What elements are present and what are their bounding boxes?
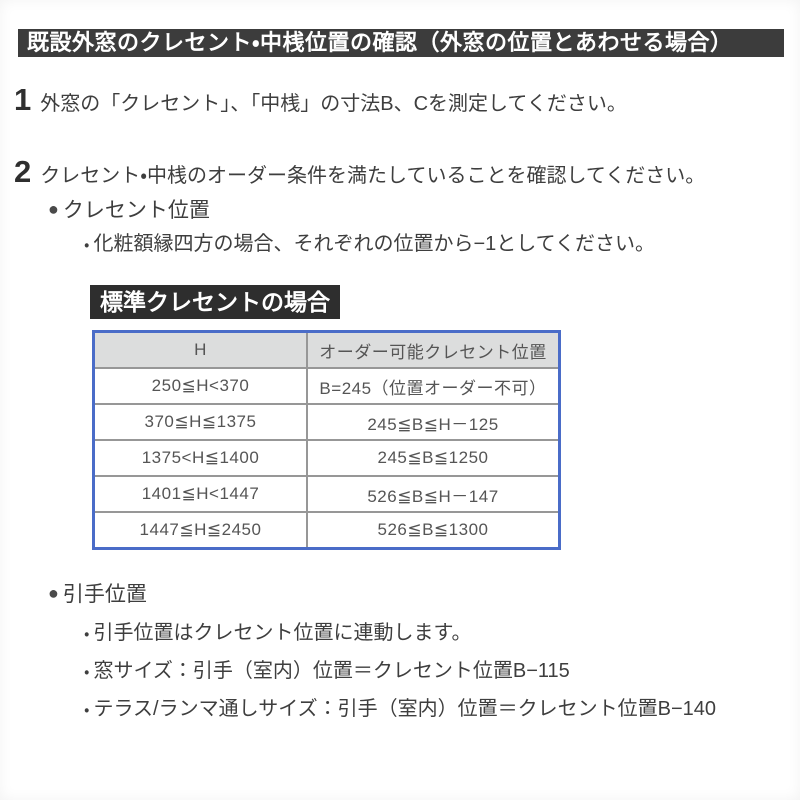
table-cell: 526≦B≦1300 (306, 511, 561, 550)
handle-note-1-text: 引手位置はクレセント位置に連動します。 (93, 622, 472, 644)
step-2-text: クレセント・中桟のオーダー条件を満たしていることを確認してください。 (40, 165, 706, 187)
step-2: 2 クレセント・中桟のオーダー条件を満たしていることを確認してください。 (14, 154, 705, 190)
standard-crescent-label: 標準クレセントの場合 (90, 285, 340, 319)
table-header-position: オーダー可能クレセント位置 (306, 330, 561, 369)
bullet-icon: ● (48, 198, 59, 219)
table-body: 250≦H<370 B=245（位置オーダー不可） 370≦H≦1375 245≦B≦… (92, 367, 561, 550)
table-row: 370≦H≦1375 245≦B≦H－125 (92, 403, 561, 441)
crescent-position-table: H オーダー可能クレセント位置 250≦H<370 B=245（位置オーダー不可）… (92, 330, 561, 550)
step-1-text: 外窓の「クレセント」、「中桟」の寸法B、Cを測定してください。 (40, 93, 627, 115)
dot-bullet-icon: ・ (84, 702, 90, 719)
dot-bullet-icon: ・ (84, 626, 90, 643)
table-cell: 1375<H≦1400 (92, 439, 308, 477)
crescent-position-note: ・化粧額縁四方の場合、それぞれの位置から−1としてください。 (84, 227, 655, 256)
table-cell: 526≦B≦H－147 (306, 475, 561, 513)
table-cell: 1401≦H<1447 (92, 475, 308, 513)
dot-bullet-icon: ・ (84, 664, 90, 681)
table-cell: B=245（位置オーダー不可） (306, 367, 561, 405)
step-2-number: 2 (14, 154, 32, 189)
crescent-position-heading: ● クレセント位置 (48, 194, 210, 224)
handle-note-2-text: 窓サイズ：引手（室内）位置＝クレセント位置B−115 (93, 660, 570, 682)
handle-note-2: ・窓サイズ：引手（室内）位置＝クレセント位置B−115 (84, 654, 570, 683)
table-row: 1401≦H<1447 526≦B≦H－147 (92, 475, 561, 513)
crescent-position-note-text: 化粧額縁四方の場合、それぞれの位置から−1としてください。 (93, 233, 656, 255)
table-row: 1375<H≦1400 245≦B≦1250 (92, 439, 561, 477)
handle-note-3: ・テラス/ランマ通しサイズ：引手（室内）位置＝クレセント位置B−140 (84, 692, 716, 721)
table-cell: 245≦B≦1250 (306, 439, 561, 477)
step-1: 1 外窓の「クレセント」、「中桟」の寸法B、Cを測定してください。 (14, 82, 627, 118)
handle-position-heading-label: 引手位置 (62, 583, 147, 606)
page-title: 既設外窓のクレセント・中桟位置の確認（外窓の位置とあわせる場合） (18, 29, 784, 57)
table-cell: 370≦H≦1375 (92, 403, 308, 441)
bullet-icon: ● (48, 582, 59, 603)
handle-note-3-text: テラス/ランマ通しサイズ：引手（室内）位置＝クレセント位置B−140 (93, 698, 716, 720)
table-cell: 1447≦H≦2450 (92, 511, 308, 550)
table-cell: 250≦H<370 (92, 367, 308, 405)
step-1-number: 1 (14, 82, 32, 117)
table-header-h: H (92, 330, 308, 369)
crescent-position-heading-label: クレセント位置 (62, 199, 210, 222)
dot-bullet-icon: ・ (84, 237, 90, 254)
handle-position-heading: ● 引手位置 (48, 578, 147, 608)
table-row: 1447≦H≦2450 526≦B≦1300 (92, 511, 561, 550)
handle-note-1: ・引手位置はクレセント位置に連動します。 (84, 616, 471, 645)
table-cell: 245≦B≦H－125 (306, 403, 561, 441)
table-row: 250≦H<370 B=245（位置オーダー不可） (92, 367, 561, 405)
table-header-row: H オーダー可能クレセント位置 (92, 330, 561, 369)
